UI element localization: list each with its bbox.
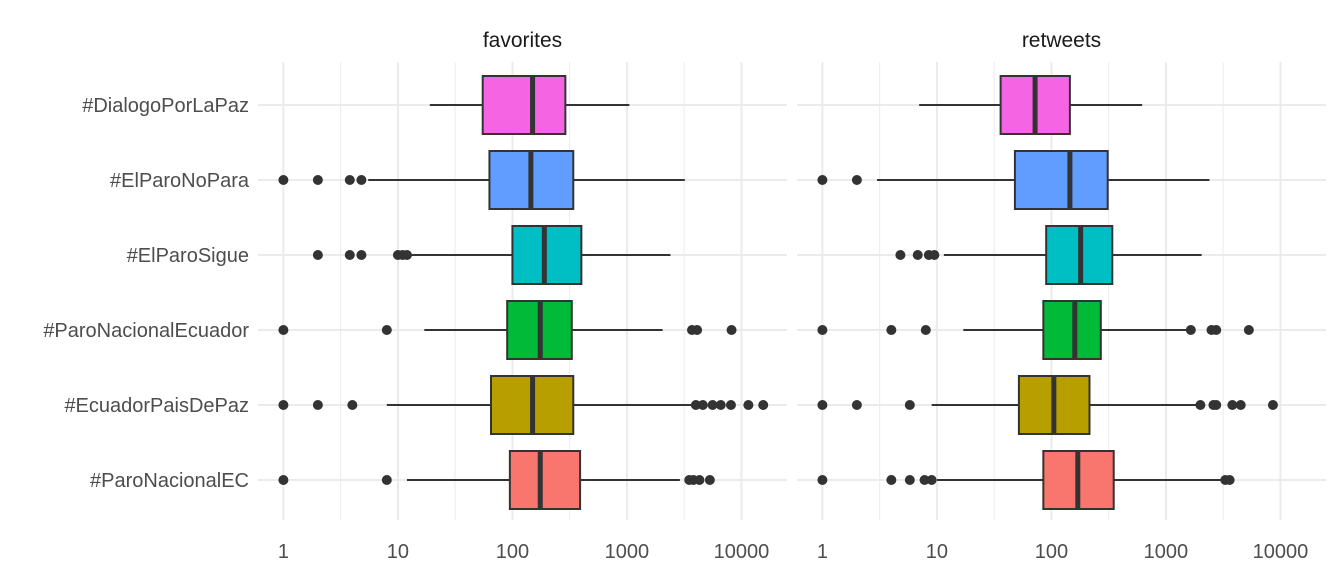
outlier-point [758,400,769,410]
outlier-point [743,400,754,410]
box [481,75,567,135]
outlier-point [1227,400,1238,410]
outlier-point [401,250,412,260]
outlier-point [920,325,931,335]
outlier-point [1195,400,1206,410]
outlier-point [312,250,323,260]
outlier-point [919,475,930,485]
outlier-point [347,400,358,410]
outlier-point [278,325,289,335]
outlier-point [904,400,915,410]
outlier-point [912,250,923,260]
outlier-point [817,400,828,410]
outlier-point [356,250,367,260]
outlier-point [726,325,737,335]
outlier-point [692,325,703,335]
panel-title: retweets [1022,29,1101,52]
outlier-point [1235,400,1246,410]
label-layer: favorites 1 10 100 1000 10000 retweets 1 10 100 10… [43,29,1308,563]
outlier-point [278,175,289,185]
outlier-point [851,175,862,185]
outlier-point [694,475,705,485]
outlier-point [1243,325,1254,335]
outlier-point [715,400,726,410]
outlier-point [381,475,392,485]
outlier-point [690,400,701,410]
outlier-point [704,475,715,485]
y-category-label: #EcuadorPaisDePaz [64,395,249,417]
outlier-point [356,175,367,185]
x-tick-label: 10 [387,541,409,563]
outlier-point [817,175,828,185]
x-tick-label: 10000 [714,541,770,563]
grid-layer [258,62,1326,520]
outlier-point [926,475,937,485]
y-category-label: #ParoNacionalEC [90,470,249,492]
outlier-point [817,475,828,485]
outlier-point [1185,325,1196,335]
outlier-point [278,400,289,410]
outlier-point [1224,475,1235,485]
outlier-point [851,400,862,410]
outlier-point [886,475,897,485]
y-category-label: #DialogoPorLaPaz [82,95,249,117]
box [1013,150,1109,210]
outlier-point [1211,325,1222,335]
outlier-point [886,325,897,335]
x-tick-label: 1 [817,541,828,563]
outlier-point [817,325,828,335]
x-tick-label: 1000 [605,541,650,563]
outlier-point [707,400,718,410]
box [511,225,583,285]
outlier-point [344,250,355,260]
y-category-label: #ElParoNoPara [110,170,250,192]
box [508,450,582,510]
outlier-point [725,400,736,410]
x-tick-label: 10 [926,541,948,563]
x-tick-label: 100 [1035,541,1068,563]
y-category-label: #ElParoSigue [127,245,249,267]
outlier-point [312,400,323,410]
x-tick-label: 100 [496,541,529,563]
outlier-point [904,475,915,485]
panel-title: favorites [483,29,562,52]
outlier-point [895,250,906,260]
outlier-point [312,175,323,185]
outlier-point [1267,400,1278,410]
x-tick-label: 10000 [1253,541,1309,563]
outlier-point [381,325,392,335]
mark-layer [278,75,1278,510]
outlier-point [278,475,289,485]
outlier-point [697,400,708,410]
outlier-point [1211,400,1222,410]
outlier-point [344,175,355,185]
x-tick-label: 1000 [1144,541,1189,563]
outlier-point [929,250,940,260]
x-tick-label: 1 [278,541,289,563]
y-category-label: #ParoNacionalEcuador [43,320,249,342]
box [1042,300,1102,360]
